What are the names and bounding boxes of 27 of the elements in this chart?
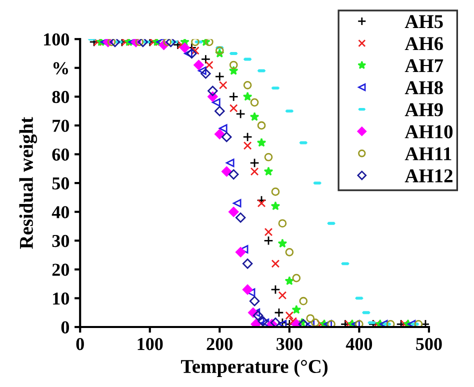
y-tick-label: 20: [52, 264, 69, 276]
legend-label: AH5: [404, 15, 443, 28]
x-tick-label: 400: [346, 338, 372, 350]
x-tick-label: 500: [416, 338, 442, 350]
legend-label: AH10: [404, 125, 453, 138]
y-tick-label: 40: [52, 206, 69, 218]
y-tick-label: 80: [52, 90, 69, 104]
legend-label: AH8: [404, 81, 443, 94]
legend-label: AH12: [404, 169, 452, 182]
x-tick-label: 300: [276, 338, 302, 350]
x-axis-title: Temperature (°C): [181, 359, 328, 377]
y-tick-label: 100: [44, 33, 69, 46]
y-tick-label: 50: [52, 177, 69, 190]
y-tick-label: 0: [61, 321, 69, 334]
y-tick-label: 10: [53, 292, 69, 305]
y-tick-label: 70: [52, 120, 69, 132]
y-tick-label: 30: [52, 234, 69, 248]
y-tick-label: %: [53, 62, 68, 74]
x-tick-label: 200: [206, 338, 233, 350]
y-tick-label: 60: [52, 148, 69, 161]
x-tick-label: 100: [138, 338, 163, 350]
legend-label: AH11: [404, 147, 452, 160]
legend-label: AH7: [404, 59, 444, 72]
x-tick-label: 0: [76, 338, 84, 350]
legend-label: AH6: [404, 37, 443, 50]
legend-label: AH9: [404, 103, 443, 116]
y-axis-title: Residual weight: [19, 116, 38, 249]
